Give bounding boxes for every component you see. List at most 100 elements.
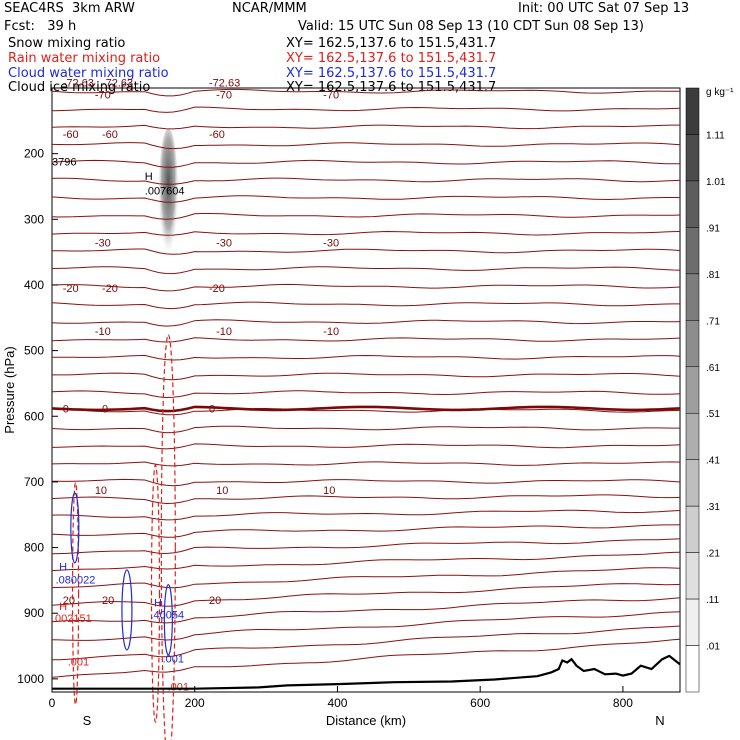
y-axis-title: Pressure (hPa) <box>2 346 17 433</box>
temperature-contour-label: 10 <box>323 485 335 497</box>
field-max-label: .001 <box>163 653 184 665</box>
temperature-contour <box>51 583 681 607</box>
temperature-contour-label: -30 <box>323 237 339 249</box>
temperature-contour-label: 0 <box>102 403 108 415</box>
colorbar-label: .71 <box>706 316 720 327</box>
temperature-contour <box>51 425 680 434</box>
y-tick-label: 700 <box>24 475 44 489</box>
y-tick-label: 200 <box>24 147 44 161</box>
temperature-contour-label: -72.63 <box>102 78 133 90</box>
rain-water-contour <box>150 464 161 723</box>
x-tick-label: 0 <box>49 696 56 710</box>
y-tick-label: 600 <box>24 409 44 423</box>
temperature-contour-label: -30 <box>216 237 232 249</box>
field-max-label: .080022 <box>56 575 96 587</box>
temperature-contour <box>51 638 681 678</box>
temperature-contour-label: 0 <box>63 403 69 415</box>
field-max-label: .40054 <box>150 609 184 621</box>
field-max-label: .007604 <box>145 185 185 197</box>
temperature-contour-label: -72.63 <box>63 78 94 90</box>
colorbar-label: .61 <box>706 363 720 374</box>
temperature-contour <box>51 142 681 150</box>
temperature-contour <box>51 390 681 399</box>
temperature-contour-label: 20 <box>63 595 75 607</box>
temperature-contour <box>51 625 681 661</box>
x-tick-label: 600 <box>470 696 490 710</box>
org-label: NCAR/MMM <box>232 1 307 16</box>
temperature-contour-label: 10 <box>216 485 228 497</box>
colorbar-label: .81 <box>706 270 720 281</box>
field-max-label: .001 <box>68 657 89 669</box>
field-max-label: H <box>154 598 162 610</box>
temperature-contour <box>51 408 681 416</box>
x-tick-label: 800 <box>613 696 633 710</box>
field-max-label: 3796 <box>52 156 76 168</box>
rain-water-contour <box>160 334 176 740</box>
south-endpoint-label: S <box>83 713 92 728</box>
model-title: SEAC4RS 3km ARW <box>4 1 135 16</box>
temperature-contour <box>51 461 681 467</box>
terrain-line <box>52 654 681 690</box>
temperature-contour-label: -20 <box>209 283 225 295</box>
temperature-contour-label: -10 <box>95 326 111 338</box>
colorbar-swatch <box>685 134 700 182</box>
valid-time: Valid: 15 UTC Sun 08 Sep 13 (10 CDT Sun … <box>298 19 644 34</box>
temperature-contour <box>51 551 681 572</box>
colorbar-swatch <box>685 552 700 600</box>
temperature-contour <box>52 478 681 487</box>
temperature-contour <box>51 538 681 555</box>
temperature-contour <box>51 567 681 589</box>
temperature-contour <box>51 266 681 275</box>
colorbar-swatch <box>685 459 700 507</box>
x-tick-label: 400 <box>327 696 347 710</box>
colorbar-swatch <box>685 320 700 368</box>
cloud-water-contour <box>163 584 173 656</box>
temperature-contour-label: 0 <box>209 403 215 415</box>
x-tick-label: 200 <box>185 696 205 710</box>
colorbar-label: .51 <box>706 409 720 420</box>
colorbar-label: .21 <box>706 549 720 560</box>
temperature-contour <box>51 88 681 97</box>
cloud-water-contour <box>121 569 133 651</box>
temperature-contour-label: 10 <box>95 485 107 497</box>
colorbar-label: .31 <box>706 502 720 513</box>
plot-frame <box>51 87 681 693</box>
temperature-contour-label: -60 <box>209 129 225 141</box>
field-max-label: .002151 <box>52 613 92 625</box>
cloud-water-contour <box>70 492 80 564</box>
colorbar-swatch <box>685 412 700 460</box>
colorbar-label: .11 <box>706 595 720 606</box>
temperature-contour <box>51 524 681 538</box>
colorbar-label: .91 <box>706 223 720 234</box>
field-max-label: H <box>145 171 153 183</box>
temperature-contour <box>51 230 681 236</box>
temperature-contour <box>52 372 681 381</box>
colorbar-label: 1.01 <box>706 177 726 188</box>
colorbar-swatch <box>685 180 700 228</box>
field-xy-cloud-water: XY= 162.5,137.6 to 151.5,431.7 <box>286 66 497 81</box>
field-max-label: H <box>59 601 67 613</box>
temperature-contour <box>51 443 681 450</box>
colorbar-units: g kg⁻¹ <box>706 87 734 98</box>
temperature-contour-label: -20 <box>102 283 118 295</box>
temperature-contour <box>51 354 681 361</box>
colorbar-swatch <box>685 273 700 321</box>
temperature-contour-label: -30 <box>95 237 111 249</box>
temperature-contour-label: -70 <box>323 90 339 102</box>
field-max-label: H <box>59 562 67 574</box>
colorbar-swatch <box>685 598 700 646</box>
temperature-contour <box>51 611 681 641</box>
temperature-contour <box>51 494 681 505</box>
temperature-contour <box>51 195 681 203</box>
snow-plume <box>158 128 179 265</box>
rain-water-contour <box>71 482 80 706</box>
y-tick-label: 1000 <box>17 672 44 686</box>
x-axis-title: Distance (km) <box>326 713 406 728</box>
colorbar-swatch <box>685 645 700 693</box>
temperature-contour <box>51 213 681 220</box>
y-tick-label: 400 <box>24 278 44 292</box>
temperature-contour-label: 20 <box>102 595 114 607</box>
temperature-contour <box>51 301 680 310</box>
colorbar-swatch <box>685 505 700 553</box>
